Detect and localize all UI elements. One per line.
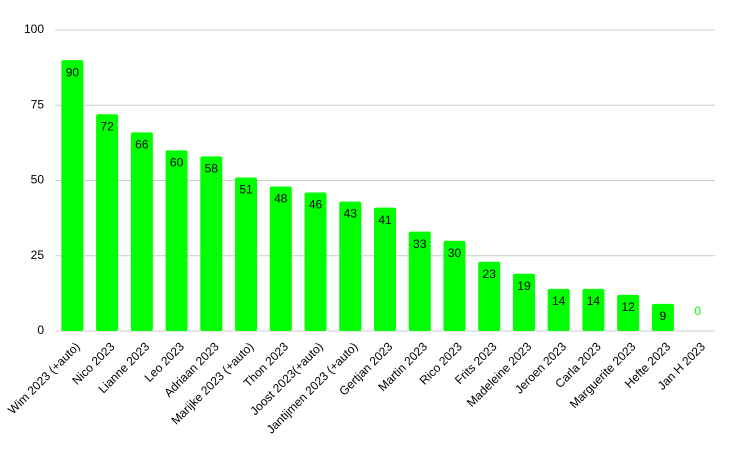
bar [165,150,188,331]
y-tick-label: 0 [37,323,44,337]
value-label: 58 [205,162,219,176]
bar [200,156,223,331]
y-tick-label: 25 [31,248,45,262]
bar [374,207,396,331]
bar [304,192,327,331]
value-label: 0 [694,304,701,318]
value-label: 14 [552,294,566,308]
bar [235,177,258,331]
value-label: 33 [413,237,427,251]
value-label: 46 [309,198,323,212]
value-label: 72 [100,119,114,133]
bar [512,273,535,331]
value-label: 90 [66,65,80,79]
value-label: 48 [274,192,288,206]
value-label: 19 [517,279,531,293]
bar [443,240,466,331]
value-label: 41 [378,213,392,227]
value-label: 12 [621,300,635,314]
bar [651,303,674,331]
bar [617,294,640,331]
bar [339,201,362,331]
value-label: 60 [170,156,184,170]
value-label: 30 [448,246,462,260]
bar [547,288,570,331]
bar [130,132,153,331]
y-tick-label: 100 [24,22,44,36]
bar [96,114,119,331]
bar [269,186,292,331]
value-label: 9 [660,309,667,323]
bar [61,60,84,331]
y-tick-label: 75 [31,97,45,111]
bar [582,288,605,331]
value-label: 51 [239,183,253,197]
value-label: 43 [344,207,358,221]
bar [408,231,431,331]
value-label: 66 [135,138,149,152]
value-label: 14 [587,294,601,308]
value-label: 23 [483,267,497,281]
y-tick-label: 50 [31,173,45,187]
bar [478,261,501,331]
